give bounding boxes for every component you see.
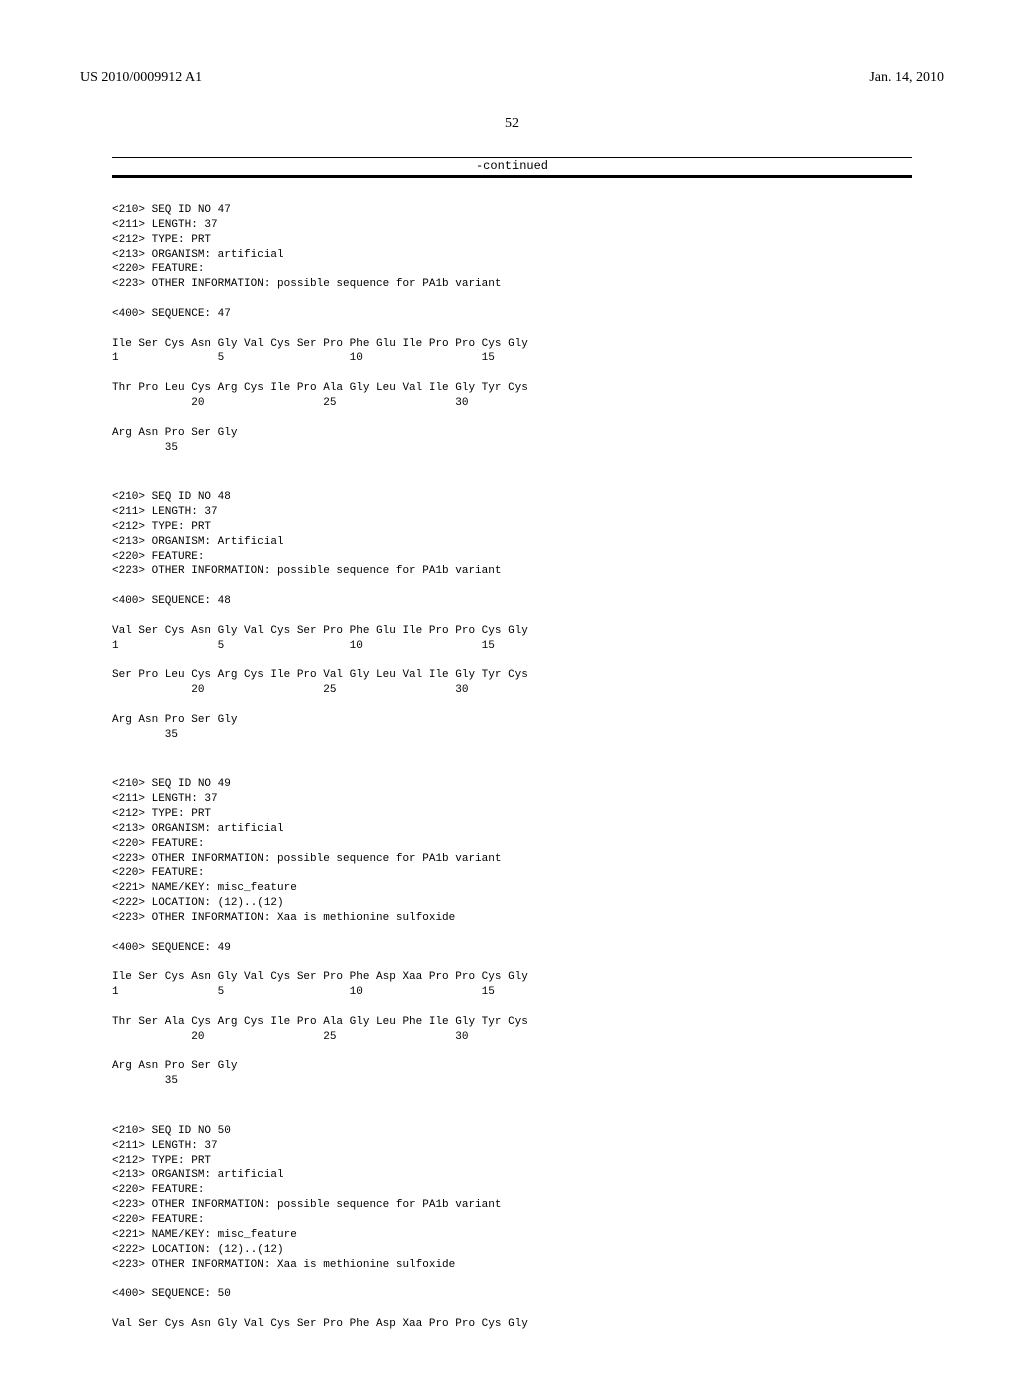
sequence-block: <210> SEQ ID NO 48 <211> LENGTH: 37 <212… [112,490,912,742]
continued-header: -continued [112,157,912,178]
sequence-block: <210> SEQ ID NO 49 <211> LENGTH: 37 <212… [112,777,912,1089]
page-number: 52 [80,116,944,132]
sequence-block: <210> SEQ ID NO 50 <211> LENGTH: 37 <212… [112,1124,912,1332]
sequence-block: <210> SEQ ID NO 47 <211> LENGTH: 37 <212… [112,203,912,455]
page-header: US 2010/0009912 A1 Jan. 14, 2010 [80,70,944,86]
document-page: US 2010/0009912 A1 Jan. 14, 2010 52 -con… [0,0,1024,1392]
publication-date: Jan. 14, 2010 [869,70,944,86]
sequence-listing: <210> SEQ ID NO 47 <211> LENGTH: 37 <212… [112,203,912,1332]
publication-number: US 2010/0009912 A1 [80,70,202,86]
divider-line [112,175,912,178]
continued-label: -continued [112,158,912,175]
